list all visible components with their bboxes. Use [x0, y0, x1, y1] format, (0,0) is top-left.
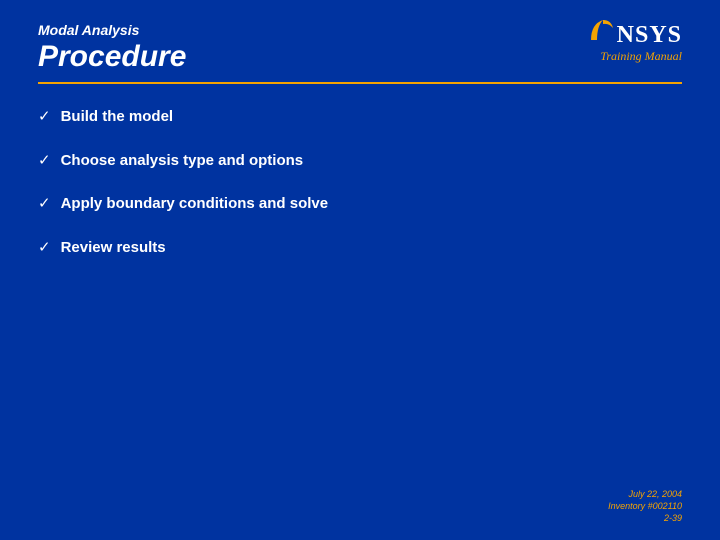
slide-title: Procedure: [38, 40, 682, 74]
checkmark-icon: ✓: [38, 196, 51, 213]
checkmark-icon: ✓: [38, 153, 51, 170]
slide-footer: July 22, 2004 Inventory #002110 2-39: [608, 488, 682, 524]
slide-category: Modal Analysis: [38, 22, 682, 38]
bullet-item: ✓ Build the model: [38, 108, 682, 126]
bullet-item: ✓ Review results: [38, 239, 682, 257]
footer-inventory: Inventory #002110: [608, 500, 682, 512]
bullet-item: ✓ Apply boundary conditions and solve: [38, 195, 682, 213]
bullet-text: Build the model: [61, 108, 174, 125]
logo-swoosh-icon: [589, 18, 615, 47]
slide-subtitle: Training Manual: [589, 49, 682, 64]
ansys-logo: NSYS: [589, 18, 682, 47]
checkmark-icon: ✓: [38, 240, 51, 257]
slide-content: ✓ Build the model ✓ Choose analysis type…: [0, 84, 720, 256]
footer-page: 2-39: [608, 512, 682, 524]
bullet-text: Apply boundary conditions and solve: [61, 195, 329, 212]
footer-date: July 22, 2004: [608, 488, 682, 500]
bullet-text: Review results: [61, 239, 166, 256]
bullet-item: ✓ Choose analysis type and options: [38, 152, 682, 170]
bullet-text: Choose analysis type and options: [61, 152, 304, 169]
checkmark-icon: ✓: [38, 109, 51, 126]
slide-header: Modal Analysis Procedure NSYS Training M…: [0, 0, 720, 74]
logo-block: NSYS Training Manual: [589, 18, 682, 64]
logo-text: NSYS: [617, 23, 682, 47]
